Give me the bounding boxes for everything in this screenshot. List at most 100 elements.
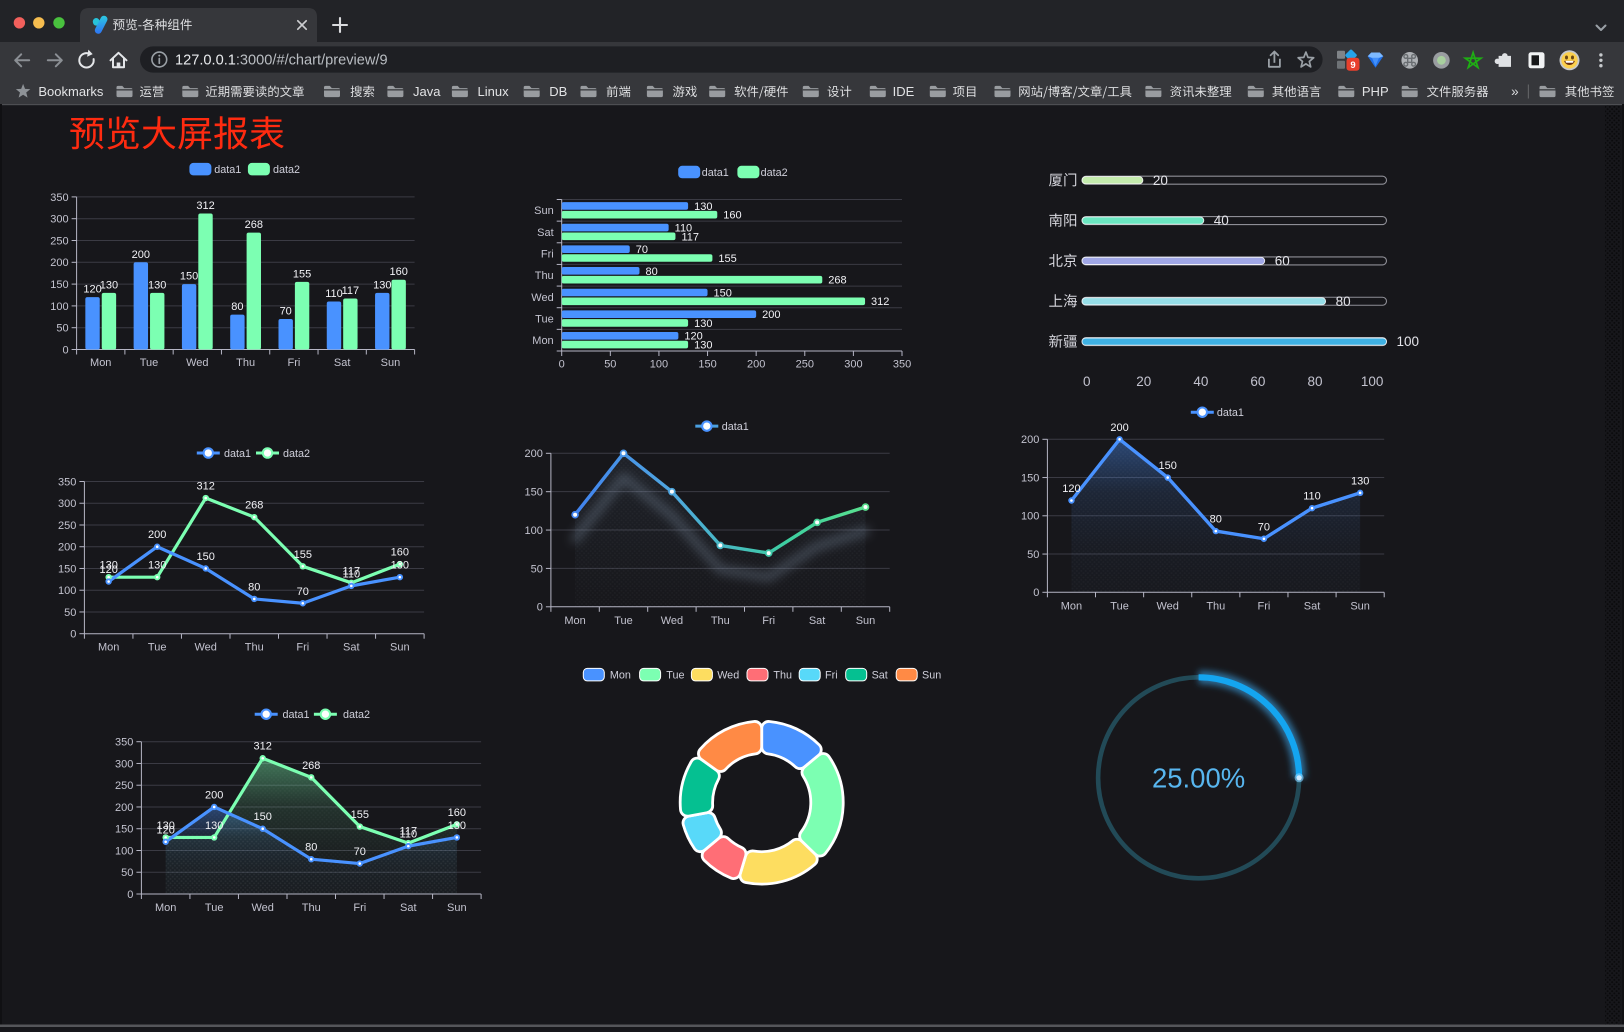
svg-text:data1: data1 (214, 164, 241, 176)
svg-text:Sat: Sat (343, 642, 360, 654)
svg-text:268: 268 (302, 760, 320, 772)
svg-text:200: 200 (1021, 434, 1039, 446)
svg-text:Tue: Tue (148, 642, 167, 654)
svg-text:80: 80 (1308, 374, 1323, 389)
svg-text:Sat: Sat (809, 615, 826, 627)
svg-text:Tue: Tue (666, 670, 684, 682)
svg-text:350: 350 (58, 476, 76, 488)
svg-text:Fri: Fri (353, 902, 366, 914)
svg-text:312: 312 (197, 481, 215, 493)
svg-text:200: 200 (762, 309, 780, 321)
svg-text:Wed: Wed (661, 615, 683, 627)
svg-text:Tue: Tue (140, 357, 159, 369)
svg-text:150: 150 (1159, 460, 1177, 472)
svg-text:70: 70 (280, 305, 292, 317)
svg-text:0: 0 (1083, 374, 1091, 389)
svg-text:Sat: Sat (1304, 600, 1321, 612)
svg-text:110: 110 (400, 829, 418, 841)
svg-text:120: 120 (156, 824, 174, 836)
svg-text:150: 150 (714, 287, 732, 299)
svg-text:Bookmarks: Bookmarks (38, 84, 104, 99)
svg-text:312: 312 (871, 296, 889, 308)
svg-text:Mon: Mon (1061, 600, 1082, 612)
svg-text:268: 268 (245, 219, 263, 231)
svg-text:130: 130 (1351, 475, 1369, 487)
svg-text:160: 160 (391, 547, 409, 559)
svg-text:IDE: IDE (893, 84, 915, 99)
svg-text:120: 120 (83, 284, 101, 296)
svg-text:Thu: Thu (1206, 600, 1225, 612)
svg-text:DB: DB (549, 84, 567, 99)
svg-text:120: 120 (99, 564, 117, 576)
svg-text:130: 130 (148, 560, 166, 572)
svg-text:40: 40 (1193, 374, 1208, 389)
svg-text:0: 0 (537, 602, 543, 614)
svg-text:0: 0 (70, 629, 76, 641)
svg-text:Fri: Fri (296, 642, 309, 654)
svg-text:Mon: Mon (90, 357, 111, 369)
svg-text:160: 160 (723, 210, 741, 222)
svg-text:200: 200 (205, 789, 223, 801)
svg-text:Sun: Sun (390, 642, 410, 654)
svg-text:130: 130 (391, 560, 409, 572)
svg-text:50: 50 (531, 563, 543, 575)
svg-text:Thu: Thu (773, 670, 792, 682)
svg-text:150: 150 (698, 359, 716, 371)
svg-text:130: 130 (373, 279, 391, 291)
svg-text:Wed: Wed (195, 642, 217, 654)
svg-text:80: 80 (305, 842, 317, 854)
svg-text:80: 80 (1210, 514, 1222, 526)
svg-text:300: 300 (58, 498, 76, 510)
svg-text:Fri: Fri (825, 670, 838, 682)
svg-text:80: 80 (645, 266, 657, 278)
svg-text:155: 155 (718, 253, 736, 265)
svg-text:150: 150 (180, 271, 198, 283)
svg-text:350: 350 (115, 737, 133, 749)
svg-text:110: 110 (1303, 491, 1321, 503)
svg-text:80: 80 (1336, 294, 1351, 309)
svg-text:117: 117 (343, 565, 361, 577)
svg-text:Sun: Sun (922, 670, 941, 682)
svg-text:70: 70 (297, 586, 309, 598)
svg-text:250: 250 (58, 520, 76, 532)
svg-text:Sat: Sat (537, 227, 554, 239)
svg-text:200: 200 (58, 542, 76, 554)
svg-text:Sat: Sat (400, 902, 417, 914)
svg-text:155: 155 (294, 549, 312, 561)
svg-text:Tue: Tue (614, 615, 633, 627)
svg-text:50: 50 (604, 359, 616, 371)
svg-text:250: 250 (50, 235, 68, 247)
svg-text:Tue: Tue (535, 313, 554, 325)
svg-text:Sun: Sun (534, 205, 554, 217)
svg-text:Wed: Wed (1156, 600, 1178, 612)
svg-text:Sun: Sun (381, 357, 401, 369)
svg-text:350: 350 (893, 359, 911, 371)
svg-text:0: 0 (127, 889, 133, 901)
svg-text:Fri: Fri (1257, 600, 1270, 612)
svg-text:100: 100 (1021, 511, 1039, 523)
svg-text:200: 200 (50, 257, 68, 269)
svg-text:Fri: Fri (541, 249, 554, 261)
svg-text:150: 150 (58, 563, 76, 575)
svg-text:130: 130 (694, 339, 712, 351)
svg-text:70: 70 (354, 846, 366, 858)
svg-text:data2: data2 (761, 167, 788, 179)
svg-text:50: 50 (121, 867, 133, 879)
svg-text:Tue: Tue (205, 902, 224, 914)
svg-text:Fri: Fri (287, 357, 300, 369)
svg-text:Java: Java (413, 84, 441, 99)
svg-text:Sun: Sun (447, 902, 467, 914)
svg-text:Thu: Thu (236, 357, 255, 369)
svg-text:100: 100 (58, 585, 76, 597)
svg-text:100: 100 (1397, 334, 1420, 349)
svg-text:Linux: Linux (478, 84, 510, 99)
svg-text:300: 300 (844, 359, 862, 371)
svg-text:150: 150 (197, 551, 215, 563)
svg-text:data1: data1 (1217, 407, 1244, 419)
svg-text:250: 250 (115, 780, 133, 792)
svg-text:117: 117 (681, 231, 699, 243)
svg-text:100: 100 (115, 845, 133, 857)
svg-text:130: 130 (148, 279, 166, 291)
svg-text:155: 155 (351, 809, 369, 821)
svg-text:100: 100 (50, 301, 68, 313)
